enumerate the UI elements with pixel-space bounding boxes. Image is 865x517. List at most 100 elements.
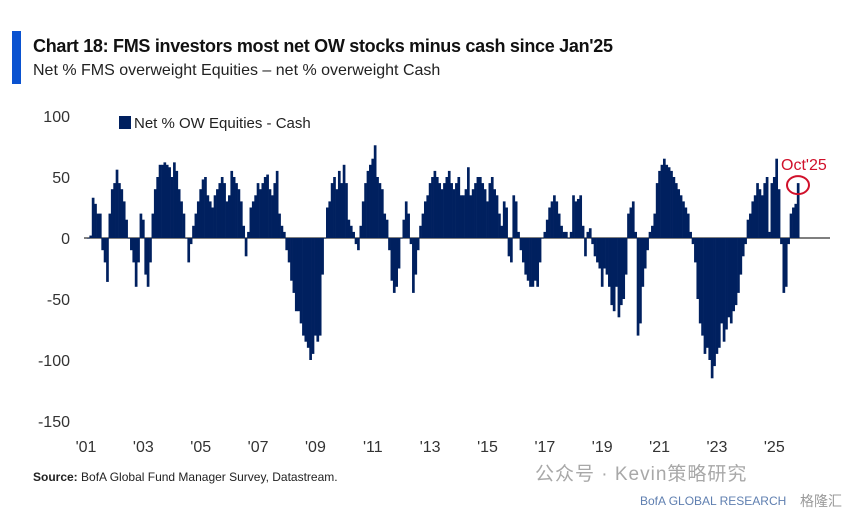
bar [208,201,212,238]
bar [400,238,403,239]
bar [151,213,155,238]
bar [777,189,781,238]
bar [380,189,384,238]
bar [691,238,695,245]
bar [397,238,401,269]
x-tick-label: '17 [534,439,555,456]
bar [562,231,566,238]
bar [316,238,320,342]
bar [624,238,628,275]
bar [682,201,685,238]
bar [275,170,279,238]
bar [488,183,492,238]
bar [567,238,571,239]
bar [347,219,351,238]
bar [110,189,114,238]
bar [514,201,518,238]
bar [323,238,327,239]
bar [660,164,664,238]
bar [170,177,174,238]
bar [199,189,203,238]
bar [648,231,652,238]
bar [352,231,355,238]
bar [359,225,363,238]
legend-swatch [119,116,131,129]
x-tick-label: '19 [592,439,613,456]
bar [655,183,659,238]
bar [273,183,277,238]
bar [452,189,456,238]
bar [282,231,286,238]
bar [244,238,248,257]
bar [526,238,530,281]
bar [481,183,485,238]
bar [569,231,573,238]
bar [796,183,800,238]
bar [474,183,477,238]
bar [512,195,516,238]
bar [615,238,618,287]
bar [294,238,298,312]
bar [321,238,324,275]
bar [416,238,420,251]
chart-subtitle: Net % FMS overweight Equities – net % ov… [33,62,441,79]
bar [483,189,487,238]
bar [302,238,305,336]
bar [125,219,128,238]
bar [498,213,501,238]
bar [180,201,183,238]
x-axis: '01 '03 '05 '07 '09 '11 '13 '15 '17 '19 '21 '23 '25 [76,439,785,456]
x-tick-label: '09 [305,439,326,456]
bar [450,183,453,238]
bar [586,231,590,238]
bar [634,231,637,238]
y-tick-label: -150 [38,414,70,431]
source-note: Source: BofA Global Fund Manager Survey,… [33,470,338,484]
bar [505,207,508,238]
bar [574,201,578,238]
bar [596,238,599,263]
bar [557,213,561,238]
bar [689,231,692,238]
bar [103,238,107,263]
y-axis: 100 50 0 -50 -100 -150 [38,109,70,431]
bar [490,177,494,238]
bar [163,162,167,238]
bar [440,189,444,238]
bar [553,195,556,238]
annotation-circle [786,175,810,196]
bar [165,164,169,238]
y-tick-label: 0 [61,231,70,248]
bar [87,238,90,239]
bar [91,197,95,238]
x-tick-label: '13 [420,439,441,456]
bar [137,238,140,263]
bar [371,158,375,238]
source-label: Source: [33,470,78,484]
bar [677,189,681,238]
bar [701,238,704,336]
bar [340,183,344,238]
bar [665,164,669,238]
bar [326,207,329,238]
bar [435,177,439,238]
bar [529,238,532,287]
bar [106,238,109,282]
bar [622,238,626,299]
y-tick-label: -50 [47,292,70,309]
bar [141,219,145,238]
bar [421,213,425,238]
bar [211,207,214,238]
y-tick-label: -100 [38,353,70,370]
bar [591,238,594,245]
bar [653,213,657,238]
bar [149,238,152,263]
bar [493,189,496,238]
bar [213,195,217,238]
bar [593,238,597,257]
bar [694,238,697,263]
bar [565,231,568,238]
bar [784,238,788,287]
bar [235,183,238,238]
